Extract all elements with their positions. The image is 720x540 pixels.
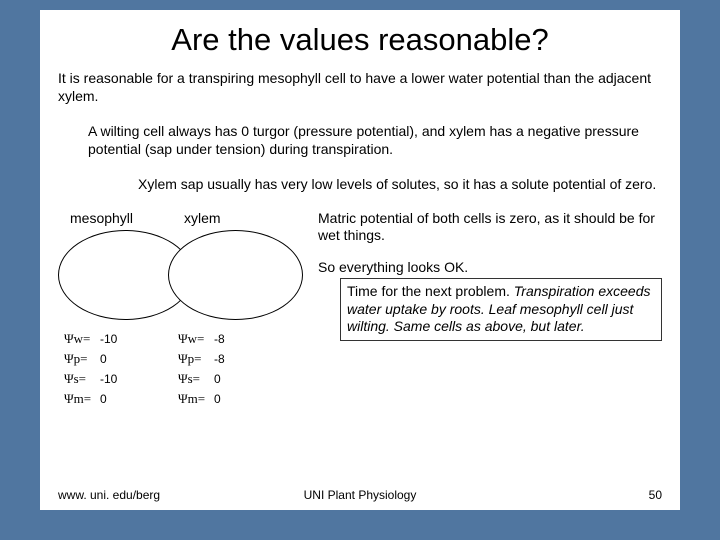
paragraph-3: Xylem sap usually has very low levels of… xyxy=(138,176,662,194)
psi-m-symbol: Ψm= xyxy=(178,391,214,407)
label-mesophyll: mesophyll xyxy=(58,210,178,226)
lower-section: mesophyll xylem Ψw= -10 Ψp= 0 xyxy=(58,210,662,409)
diagram-labels: mesophyll xylem xyxy=(58,210,308,226)
psi-s-value: -10 xyxy=(100,372,117,386)
psi-w-symbol: Ψw= xyxy=(178,331,214,347)
psi-s-value: 0 xyxy=(214,372,221,386)
table-row: Ψm= 0 xyxy=(64,389,178,409)
psi-p-symbol: Ψp= xyxy=(64,351,100,367)
psi-m-symbol: Ψm= xyxy=(64,391,100,407)
mesophyll-values: Ψw= -10 Ψp= 0 Ψs= -10 Ψm= 0 xyxy=(58,329,178,409)
conclusion-block: So everything looks OK. Time for the nex… xyxy=(318,259,662,341)
table-row: Ψp= -8 xyxy=(178,349,225,369)
potential-values-table: Ψw= -10 Ψp= 0 Ψs= -10 Ψm= 0 xyxy=(58,329,308,409)
psi-p-symbol: Ψp= xyxy=(178,351,214,367)
psi-p-value: 0 xyxy=(100,352,107,366)
page-number: 50 xyxy=(649,488,662,502)
table-row: Ψp= 0 xyxy=(64,349,178,369)
label-xylem: xylem xyxy=(178,210,221,226)
psi-w-value: -10 xyxy=(100,332,117,346)
slide-title: Are the values reasonable? xyxy=(58,22,662,58)
psi-s-symbol: Ψs= xyxy=(64,371,100,387)
table-row: Ψs= -10 xyxy=(64,369,178,389)
next-problem-intro: Time for the next problem. xyxy=(347,283,510,299)
table-row: Ψs= 0 xyxy=(178,369,225,389)
paragraph-4: Matric potential of both cells is zero, … xyxy=(318,210,662,245)
xylem-cell-circle xyxy=(168,230,303,320)
slide-content: Are the values reasonable? It is reasona… xyxy=(40,10,680,510)
paragraph-1: It is reasonable for a transpiring mesop… xyxy=(58,70,662,105)
footer-center: UNI Plant Physiology xyxy=(58,488,662,502)
psi-p-value: -8 xyxy=(214,352,225,366)
table-row: Ψw= -8 xyxy=(178,329,225,349)
table-row: Ψw= -10 xyxy=(64,329,178,349)
psi-m-value: 0 xyxy=(100,392,107,406)
psi-w-symbol: Ψw= xyxy=(64,331,100,347)
psi-m-value: 0 xyxy=(214,392,221,406)
psi-s-symbol: Ψs= xyxy=(178,371,214,387)
paragraph-2: A wilting cell always has 0 turgor (pres… xyxy=(88,123,662,158)
table-row: Ψm= 0 xyxy=(178,389,225,409)
right-text-column: Matric potential of both cells is zero, … xyxy=(308,210,662,341)
diagram-column: mesophyll xylem Ψw= -10 Ψp= 0 xyxy=(58,210,308,409)
psi-w-value: -8 xyxy=(214,332,225,346)
next-problem-callout: Time for the next problem. Transpiration… xyxy=(340,278,662,341)
venn-diagram xyxy=(58,228,308,323)
slide-footer: UNI Plant Physiology www. uni. edu/berg … xyxy=(58,488,662,502)
xylem-values: Ψw= -8 Ψp= -8 Ψs= 0 Ψm= 0 xyxy=(178,329,225,409)
conclusion-ok: So everything looks OK. xyxy=(318,259,662,277)
